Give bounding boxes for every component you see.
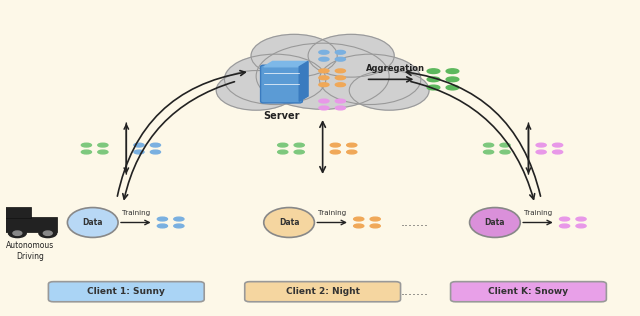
- Ellipse shape: [536, 150, 546, 154]
- Ellipse shape: [174, 217, 184, 221]
- Circle shape: [308, 34, 394, 77]
- Ellipse shape: [134, 150, 144, 154]
- Text: Training: Training: [318, 210, 346, 216]
- Ellipse shape: [552, 143, 563, 147]
- Ellipse shape: [150, 143, 161, 147]
- Text: Client K: Snowy: Client K: Snowy: [488, 287, 568, 296]
- Ellipse shape: [483, 150, 493, 154]
- Text: Autonomous
Driving: Autonomous Driving: [6, 241, 54, 260]
- Ellipse shape: [294, 150, 304, 154]
- Circle shape: [8, 229, 26, 238]
- Text: Server: Server: [263, 111, 300, 120]
- Ellipse shape: [335, 106, 346, 110]
- FancyArrowPatch shape: [406, 70, 541, 196]
- Ellipse shape: [559, 217, 570, 221]
- Ellipse shape: [294, 143, 304, 147]
- Ellipse shape: [98, 143, 108, 147]
- Ellipse shape: [500, 150, 510, 154]
- Circle shape: [39, 229, 56, 238]
- Ellipse shape: [319, 99, 329, 103]
- Ellipse shape: [81, 143, 92, 147]
- Ellipse shape: [67, 208, 118, 237]
- Text: .......: .......: [401, 216, 428, 229]
- Ellipse shape: [576, 217, 586, 221]
- Circle shape: [256, 43, 389, 109]
- Text: Data: Data: [484, 218, 505, 227]
- Ellipse shape: [354, 217, 364, 221]
- Ellipse shape: [319, 69, 329, 73]
- FancyArrowPatch shape: [411, 82, 534, 199]
- Circle shape: [251, 34, 337, 77]
- FancyBboxPatch shape: [3, 216, 56, 232]
- Text: Training: Training: [122, 210, 150, 216]
- Ellipse shape: [470, 208, 520, 237]
- Ellipse shape: [157, 224, 168, 228]
- FancyArrowPatch shape: [117, 70, 245, 196]
- FancyBboxPatch shape: [49, 282, 204, 302]
- Circle shape: [225, 54, 326, 105]
- Text: Data: Data: [83, 218, 103, 227]
- Ellipse shape: [319, 76, 329, 80]
- Ellipse shape: [559, 224, 570, 228]
- Ellipse shape: [157, 217, 168, 221]
- FancyBboxPatch shape: [3, 207, 31, 218]
- Ellipse shape: [335, 51, 346, 54]
- Ellipse shape: [319, 106, 329, 110]
- Ellipse shape: [330, 143, 340, 147]
- FancyBboxPatch shape: [451, 282, 606, 302]
- Ellipse shape: [98, 150, 108, 154]
- Text: Training: Training: [524, 210, 552, 216]
- Ellipse shape: [278, 150, 288, 154]
- Ellipse shape: [81, 150, 92, 154]
- Ellipse shape: [347, 150, 357, 154]
- Text: .......: .......: [401, 285, 428, 298]
- Circle shape: [319, 54, 421, 105]
- Ellipse shape: [370, 224, 380, 228]
- Ellipse shape: [335, 76, 346, 80]
- Ellipse shape: [330, 150, 340, 154]
- Ellipse shape: [174, 224, 184, 228]
- Text: Client 1: Sunny: Client 1: Sunny: [88, 287, 165, 296]
- Circle shape: [44, 231, 52, 235]
- Ellipse shape: [446, 77, 459, 82]
- Circle shape: [13, 231, 22, 235]
- Ellipse shape: [319, 51, 329, 54]
- Ellipse shape: [500, 143, 510, 147]
- Polygon shape: [264, 61, 308, 67]
- Ellipse shape: [335, 57, 346, 61]
- Polygon shape: [300, 61, 308, 101]
- Ellipse shape: [354, 224, 364, 228]
- Ellipse shape: [483, 143, 493, 147]
- FancyBboxPatch shape: [244, 282, 401, 302]
- Ellipse shape: [576, 224, 586, 228]
- Ellipse shape: [335, 69, 346, 73]
- Ellipse shape: [446, 69, 459, 74]
- Ellipse shape: [335, 99, 346, 103]
- Ellipse shape: [319, 83, 329, 87]
- Ellipse shape: [347, 143, 357, 147]
- Text: Aggregation: Aggregation: [366, 64, 425, 73]
- Ellipse shape: [335, 83, 346, 87]
- Ellipse shape: [319, 57, 329, 61]
- Ellipse shape: [446, 85, 459, 90]
- Ellipse shape: [427, 77, 440, 82]
- FancyArrowPatch shape: [123, 82, 234, 199]
- Ellipse shape: [134, 143, 144, 147]
- Ellipse shape: [427, 69, 440, 74]
- Text: Data: Data: [279, 218, 300, 227]
- Circle shape: [216, 70, 296, 110]
- Circle shape: [349, 70, 429, 110]
- Ellipse shape: [427, 85, 440, 90]
- Ellipse shape: [264, 208, 314, 237]
- Ellipse shape: [536, 143, 546, 147]
- Ellipse shape: [370, 217, 380, 221]
- Text: Client 2: Night: Client 2: Night: [285, 287, 360, 296]
- FancyBboxPatch shape: [260, 65, 302, 103]
- Ellipse shape: [150, 150, 161, 154]
- Ellipse shape: [278, 143, 288, 147]
- Ellipse shape: [552, 150, 563, 154]
